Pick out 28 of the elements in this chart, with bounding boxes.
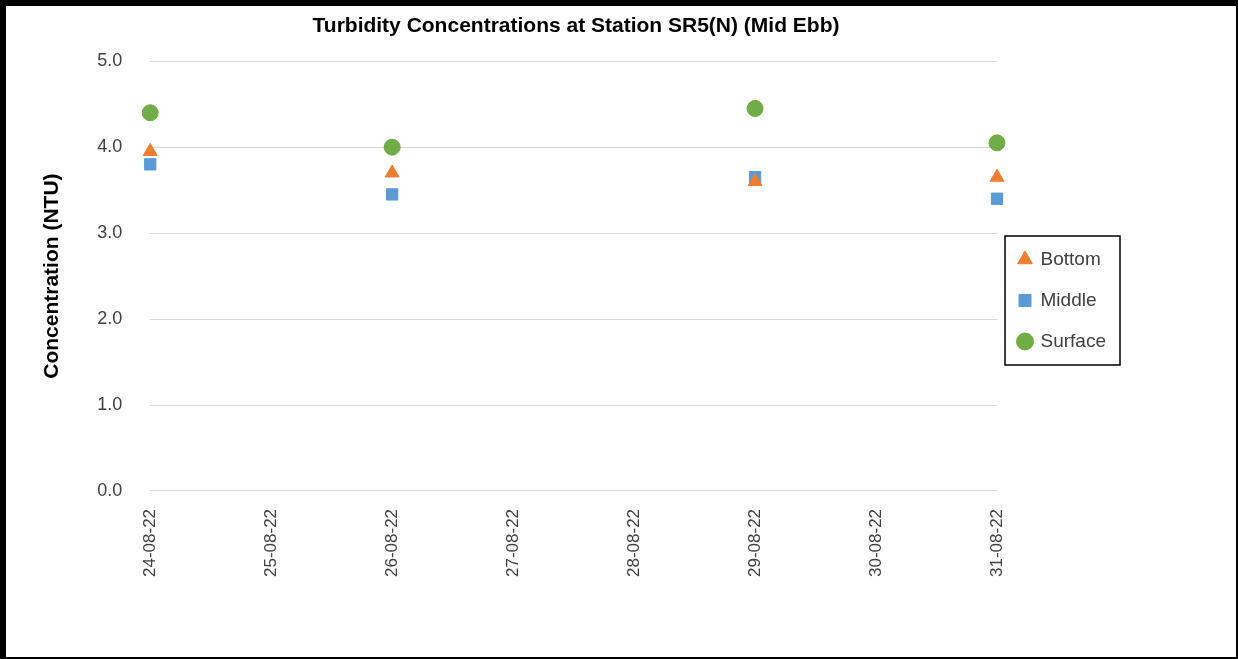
x-tick-label: 27-08-22: [502, 508, 522, 578]
point: [746, 99, 764, 117]
legend-label: Surface: [1040, 329, 1106, 351]
legend-label: Middle: [1040, 288, 1097, 310]
point: [384, 164, 400, 178]
point: [141, 104, 159, 122]
point: [144, 158, 157, 171]
point: [386, 188, 399, 201]
y-axis-title: Concentration (NTU): [39, 173, 63, 379]
y-tick-label: 4.0: [97, 136, 123, 157]
y-tick-label: 1.0: [97, 393, 123, 414]
point: [989, 168, 1005, 182]
x-tick-label: 28-08-22: [623, 508, 643, 578]
x-tick-label: 25-08-22: [260, 508, 280, 578]
point: [990, 192, 1004, 205]
legend-label: Bottom: [1040, 247, 1101, 269]
y-tick-label: 5.0: [97, 50, 123, 71]
x-tick-label: 29-08-22: [744, 508, 764, 578]
point: [988, 134, 1006, 152]
x-tick-label: 24-08-22: [139, 508, 159, 578]
y-tick-label: 3.0: [97, 222, 123, 243]
x-tick-label: 26-08-22: [381, 508, 401, 578]
y-tick-label: 0.0: [97, 479, 123, 500]
y-tick-label: 2.0: [97, 308, 123, 329]
point: [383, 138, 401, 156]
chart-title: Turbidity Concentrations at Station SR5(N) (Mid Ebb): [312, 13, 840, 37]
x-tick-label: 31-08-22: [986, 508, 1006, 578]
x-tick-label: 30-08-22: [865, 508, 885, 578]
